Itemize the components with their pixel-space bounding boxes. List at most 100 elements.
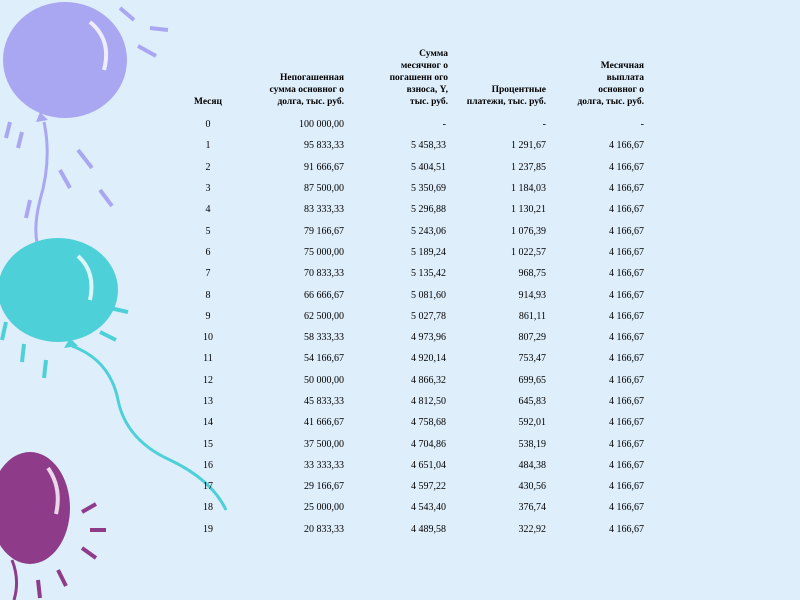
table-row: 3 87 500,00 5 350,69 1 184,03 4 166,67: [168, 178, 648, 199]
cell-outstanding-principal: 37 500,00: [304, 438, 344, 450]
cell-interest-payment: 753,47: [518, 353, 547, 365]
cell-monthly-payment: 5 296,88: [411, 204, 446, 216]
cell-outstanding-principal: 29 166,67: [304, 481, 344, 493]
cell-interest-payment: 861,11: [518, 310, 546, 322]
cell-month: 6: [205, 246, 211, 258]
cell-outstanding-principal: 25 000,00: [304, 502, 344, 514]
cell-month: 4: [205, 204, 211, 216]
cell-monthly-payment: 4 812,50: [411, 396, 446, 407]
cell-outstanding-principal: 58 333,33: [304, 332, 344, 344]
cell-outstanding-principal: 20 833,33: [304, 523, 344, 535]
table-row: 14 41 666,67 4 758,68 592,01 4 166,67: [168, 412, 648, 433]
cell-principal-payment: 4 166,67: [609, 417, 644, 429]
cell-principal-payment: 4 166,67: [609, 438, 644, 450]
cell-month: 1: [205, 140, 211, 152]
cell-principal-payment: 4 166,67: [609, 140, 644, 152]
header-interest-payments: Процентные платежи, тыс. руб.: [466, 85, 546, 107]
cell-monthly-payment: 4 866,32: [411, 374, 446, 386]
cell-interest-payment: 1 022,57: [511, 246, 546, 258]
cell-outstanding-principal: 54 166,67: [304, 353, 344, 365]
cell-principal-payment: 4 166,67: [609, 204, 644, 216]
cell-principal-payment: -: [640, 119, 644, 131]
table-row: 2 91 666,67 5 404,51 1 237,85 4 166,67: [168, 157, 648, 178]
cell-interest-payment: 1 237,85: [511, 161, 546, 173]
loan-schedule-table: Месяц Непогашенная сумма основног о долг…: [168, 48, 648, 540]
cell-interest-payment: -: [542, 119, 546, 131]
table-row: 17 29 166,67 4 597,22 430,56 4 166,67: [168, 476, 648, 497]
cell-monthly-payment: 4 758,68: [411, 417, 446, 429]
cell-month: 9: [205, 310, 211, 322]
cell-interest-payment: 968,75: [518, 268, 547, 280]
cell-monthly-payment: -: [442, 119, 446, 131]
cell-interest-payment: 1 291,67: [511, 140, 546, 152]
cell-principal-payment: 4 166,67: [609, 481, 644, 493]
cell-month: 13: [203, 396, 213, 407]
table-row: 0 100 000,00 - - -: [168, 114, 648, 135]
cell-principal-payment: 4 166,67: [609, 353, 644, 365]
cell-monthly-payment: 4 597,22: [411, 481, 446, 493]
cell-interest-payment: 1 130,21: [511, 204, 546, 216]
cell-outstanding-principal: 41 666,67: [304, 417, 344, 429]
cell-monthly-payment: 4 651,04: [411, 459, 446, 471]
cyan-balloon-icon: [0, 238, 228, 511]
cell-month: 8: [205, 289, 211, 301]
cell-principal-payment: 4 166,67: [609, 374, 644, 386]
cell-outstanding-principal: 62 500,00: [304, 310, 344, 322]
cell-interest-payment: 1 076,39: [511, 225, 546, 237]
cell-principal-payment: 4 166,67: [609, 332, 644, 344]
cell-month: 10: [203, 332, 213, 344]
cell-month: 0: [205, 119, 211, 131]
cell-principal-payment: 4 166,67: [609, 310, 644, 322]
cell-outstanding-principal: 95 833,33: [304, 140, 344, 152]
cell-monthly-payment: 5 404,51: [411, 161, 446, 173]
cell-outstanding-principal: 91 666,67: [304, 161, 344, 173]
cell-month: 18: [203, 502, 213, 514]
cell-principal-payment: 4 166,67: [609, 246, 644, 258]
cell-principal-payment: 4 166,67: [609, 225, 644, 237]
cell-outstanding-principal: 100 000,00: [299, 119, 344, 131]
cell-outstanding-principal: 66 666,67: [304, 289, 344, 301]
table-row: 18 25 000,00 4 543,40 376,74 4 166,67: [168, 497, 648, 518]
cell-interest-payment: 1 184,03: [511, 183, 546, 195]
cell-outstanding-principal: 70 833,33: [304, 268, 344, 280]
cell-outstanding-principal: 87 500,00: [304, 183, 344, 195]
cell-month: 17: [203, 481, 213, 493]
cell-month: 19: [203, 523, 213, 535]
table-row: 15 37 500,00 4 704,86 538,19 4 166,67: [168, 433, 648, 454]
cell-interest-payment: 592,01: [518, 417, 547, 429]
table-row: 12 50 000,00 4 866,32 699,65 4 166,67: [168, 370, 648, 391]
cell-interest-payment: 484,38: [518, 459, 547, 471]
lavender-balloon-icon: [3, 2, 169, 261]
cell-outstanding-principal: 75 000,00: [304, 246, 344, 258]
cell-interest-payment: 376,74: [518, 502, 547, 514]
cell-interest-payment: 538,19: [518, 438, 547, 450]
table-row: 10 58 333,33 4 973,96 807,29 4 166,67: [168, 327, 648, 348]
cell-outstanding-principal: 45 833,33: [304, 396, 344, 407]
cell-monthly-payment: 5 350,69: [411, 183, 446, 195]
cell-monthly-payment: 5 458,33: [411, 140, 446, 152]
table-row: 13 45 833,33 4 812,50 645,83 4 166,67: [168, 391, 648, 412]
cell-monthly-payment: 4 973,96: [411, 332, 446, 344]
header-principal-payment: Месячная выплата основног о долга, тыс. …: [577, 61, 644, 107]
table-row: 19 20 833,33 4 489,58 322,92 4 166,67: [168, 519, 648, 540]
cell-outstanding-principal: 83 333,33: [304, 204, 344, 216]
cell-interest-payment: 699,65: [518, 374, 547, 386]
header-outstanding-principal: Непогашенная сумма основног о долга, тыс…: [269, 73, 344, 107]
purple-balloon-icon: [0, 452, 106, 600]
cell-monthly-payment: 4 704,86: [411, 438, 446, 450]
cell-principal-payment: 4 166,67: [609, 459, 644, 471]
header-monthly-payment: Сумма месячног о погашенн ого взноса, Y,…: [389, 49, 448, 107]
cell-monthly-payment: 5 081,60: [411, 289, 446, 301]
table-row: 1 95 833,33 5 458,33 1 291,67 4 166,67: [168, 135, 648, 156]
cell-interest-payment: 322,92: [518, 523, 547, 535]
cell-month: 3: [205, 183, 211, 195]
cell-monthly-payment: 4 920,14: [411, 353, 446, 365]
table-row: 4 83 333,33 5 296,88 1 130,21 4 166,67: [168, 199, 648, 220]
table-header-row: Месяц Непогашенная сумма основног о долг…: [168, 48, 648, 114]
cell-interest-payment: 645,83: [518, 396, 547, 407]
cell-monthly-payment: 4 489,58: [411, 523, 446, 535]
loan-schedule-table-container: Месяц Непогашенная сумма основног о долг…: [168, 48, 648, 540]
cell-interest-payment: 914,93: [518, 289, 547, 301]
cell-principal-payment: 4 166,67: [609, 502, 644, 514]
